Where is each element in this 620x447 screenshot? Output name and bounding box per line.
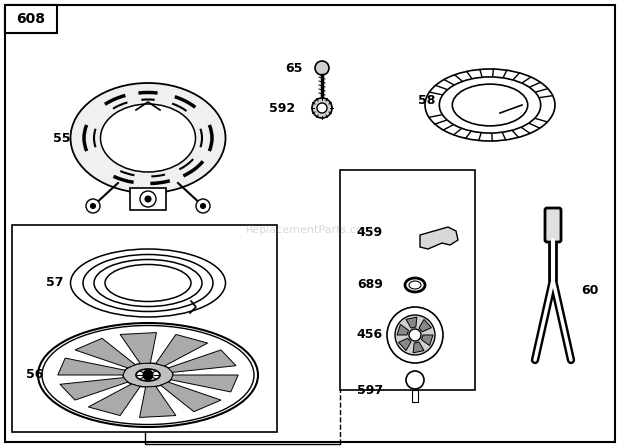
Ellipse shape bbox=[405, 278, 425, 292]
Ellipse shape bbox=[42, 325, 254, 425]
Circle shape bbox=[406, 371, 424, 389]
Circle shape bbox=[387, 307, 443, 363]
Polygon shape bbox=[406, 317, 417, 328]
Bar bbox=[5, 5, 57, 33]
Bar bbox=[12, 225, 277, 432]
Bar bbox=[130, 188, 166, 210]
Polygon shape bbox=[168, 350, 236, 372]
Text: 65: 65 bbox=[286, 62, 303, 75]
Circle shape bbox=[145, 196, 151, 202]
Polygon shape bbox=[156, 334, 208, 366]
Circle shape bbox=[200, 203, 205, 208]
Polygon shape bbox=[140, 386, 176, 417]
Polygon shape bbox=[161, 382, 221, 412]
Circle shape bbox=[395, 315, 435, 355]
Bar bbox=[340, 170, 475, 390]
Text: 597: 597 bbox=[357, 384, 383, 396]
Polygon shape bbox=[120, 333, 156, 363]
Polygon shape bbox=[397, 325, 409, 335]
Polygon shape bbox=[413, 342, 424, 353]
Ellipse shape bbox=[123, 363, 173, 387]
Ellipse shape bbox=[409, 281, 421, 289]
Circle shape bbox=[140, 191, 156, 207]
Polygon shape bbox=[422, 335, 433, 346]
Ellipse shape bbox=[100, 104, 195, 172]
Circle shape bbox=[196, 199, 210, 213]
Text: 456: 456 bbox=[357, 329, 383, 342]
Circle shape bbox=[86, 199, 100, 213]
Polygon shape bbox=[420, 227, 458, 249]
Circle shape bbox=[143, 370, 153, 380]
Circle shape bbox=[312, 98, 332, 118]
Polygon shape bbox=[399, 338, 411, 350]
Text: 608: 608 bbox=[17, 12, 45, 26]
Ellipse shape bbox=[136, 369, 160, 381]
FancyBboxPatch shape bbox=[545, 208, 561, 242]
Circle shape bbox=[317, 103, 327, 113]
Circle shape bbox=[315, 61, 329, 75]
Text: 58: 58 bbox=[418, 93, 435, 106]
Text: 57: 57 bbox=[46, 277, 64, 290]
Text: 689: 689 bbox=[357, 278, 383, 291]
Polygon shape bbox=[60, 378, 128, 400]
Polygon shape bbox=[171, 375, 238, 392]
Ellipse shape bbox=[38, 323, 258, 427]
Polygon shape bbox=[58, 358, 125, 375]
Text: 60: 60 bbox=[582, 283, 599, 296]
Polygon shape bbox=[419, 320, 432, 332]
Text: 56: 56 bbox=[26, 368, 43, 381]
Polygon shape bbox=[88, 384, 140, 416]
Ellipse shape bbox=[71, 83, 226, 193]
Text: 592: 592 bbox=[269, 101, 295, 114]
Polygon shape bbox=[75, 338, 135, 368]
Circle shape bbox=[409, 329, 421, 341]
Text: 459: 459 bbox=[357, 225, 383, 239]
Text: 55: 55 bbox=[53, 131, 71, 144]
Text: ReplacementParts.com: ReplacementParts.com bbox=[246, 225, 374, 235]
Circle shape bbox=[91, 203, 95, 208]
